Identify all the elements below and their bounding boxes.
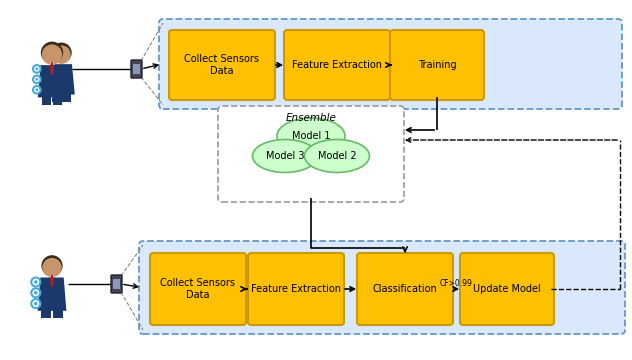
Circle shape xyxy=(33,76,40,83)
Circle shape xyxy=(42,42,63,63)
FancyBboxPatch shape xyxy=(390,30,484,100)
Text: Model 3: Model 3 xyxy=(265,151,304,161)
Circle shape xyxy=(35,78,38,81)
Circle shape xyxy=(32,278,40,287)
Circle shape xyxy=(33,86,40,94)
Circle shape xyxy=(32,288,40,297)
Ellipse shape xyxy=(305,140,370,172)
Polygon shape xyxy=(50,60,54,75)
FancyBboxPatch shape xyxy=(159,19,622,109)
Text: CF>0.99: CF>0.99 xyxy=(440,279,473,288)
Polygon shape xyxy=(50,273,54,287)
Polygon shape xyxy=(37,278,66,311)
FancyBboxPatch shape xyxy=(284,30,390,100)
Circle shape xyxy=(53,46,70,63)
Circle shape xyxy=(33,65,40,73)
Circle shape xyxy=(34,291,37,294)
Circle shape xyxy=(34,280,37,284)
Polygon shape xyxy=(49,273,55,278)
Bar xyxy=(52,93,61,102)
Ellipse shape xyxy=(253,140,317,172)
Text: Model 1: Model 1 xyxy=(292,131,331,141)
Circle shape xyxy=(32,299,40,308)
FancyBboxPatch shape xyxy=(131,60,142,78)
Bar xyxy=(41,309,51,318)
Circle shape xyxy=(34,302,37,305)
FancyBboxPatch shape xyxy=(248,253,344,325)
FancyBboxPatch shape xyxy=(139,241,625,334)
FancyBboxPatch shape xyxy=(460,253,554,325)
Text: Feature Extraction: Feature Extraction xyxy=(251,284,341,294)
Text: Model 2: Model 2 xyxy=(318,151,356,161)
Bar xyxy=(113,279,120,289)
Text: Classification: Classification xyxy=(373,284,437,294)
FancyBboxPatch shape xyxy=(150,253,246,325)
Polygon shape xyxy=(38,65,66,98)
FancyBboxPatch shape xyxy=(357,253,453,325)
Text: Feature Extraction: Feature Extraction xyxy=(292,60,382,70)
Polygon shape xyxy=(48,64,75,95)
Text: Training: Training xyxy=(418,60,456,70)
Text: Ensemble: Ensemble xyxy=(286,113,336,123)
Circle shape xyxy=(35,67,38,70)
Circle shape xyxy=(43,258,61,276)
Text: Collect Sensors
Data: Collect Sensors Data xyxy=(185,54,260,76)
Bar xyxy=(53,309,63,318)
Circle shape xyxy=(35,88,38,91)
FancyBboxPatch shape xyxy=(169,30,275,100)
Polygon shape xyxy=(49,60,55,65)
Circle shape xyxy=(52,43,71,62)
Bar xyxy=(63,93,71,102)
Text: Update Model: Update Model xyxy=(473,284,541,294)
FancyBboxPatch shape xyxy=(218,106,404,202)
Circle shape xyxy=(42,256,62,276)
Ellipse shape xyxy=(277,118,345,154)
FancyBboxPatch shape xyxy=(111,275,122,293)
Bar xyxy=(133,64,140,74)
Bar xyxy=(42,95,51,105)
Text: Collect Sensors
Data: Collect Sensors Data xyxy=(161,278,236,300)
Circle shape xyxy=(42,45,61,64)
Bar xyxy=(53,95,63,105)
